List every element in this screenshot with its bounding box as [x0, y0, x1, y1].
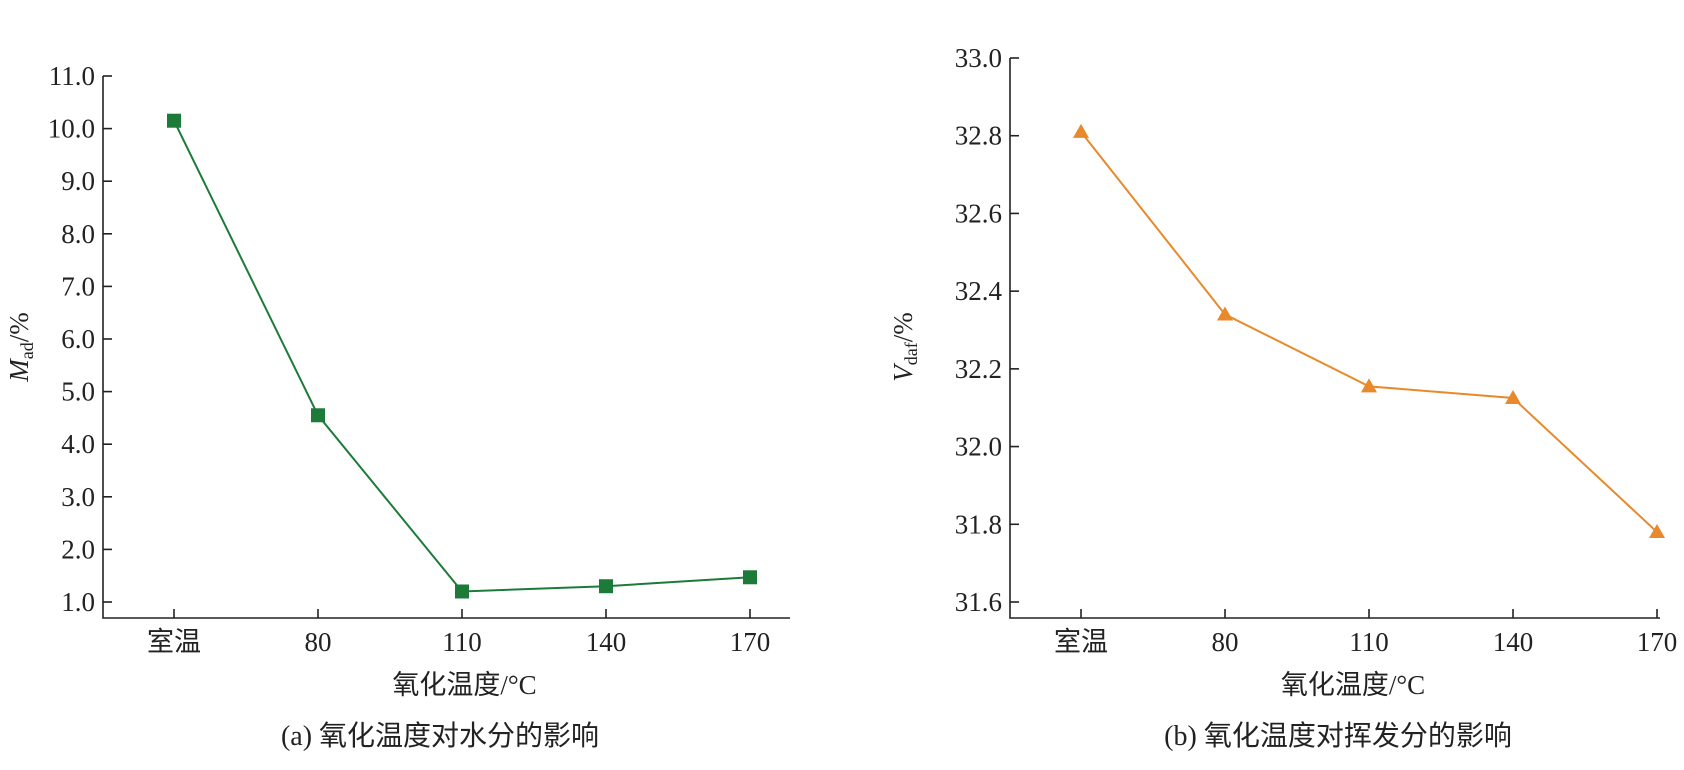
data-point-marker — [1505, 390, 1521, 404]
data-point-marker — [1073, 123, 1089, 138]
y-axis-title-sub: ad — [17, 342, 37, 359]
x-tick-label: 140 — [586, 627, 627, 657]
y-tick-label: 32.4 — [955, 276, 1003, 306]
y-tick-label: 10.0 — [48, 114, 95, 144]
chart-panel-a: 1.0 2.0 3.0 4.0 5.0 6.0 7.0 8.0 9.0 10.0 11.0 室温 80 1… — [4, 61, 790, 752]
x-tick-label: 80 — [1212, 627, 1239, 657]
x-axis-title: 氧化温度/°C — [392, 670, 536, 700]
y-tick-label: 31.8 — [955, 509, 1002, 539]
y-tick-label: 6.0 — [61, 324, 95, 354]
y-tick-label: 32.8 — [955, 121, 1002, 151]
y-tick-label: 32.2 — [955, 354, 1002, 384]
y-axis-title: Vdaf/% — [888, 312, 921, 381]
chart-panel-b: 31.6 31.8 32.0 32.2 32.4 32.6 32.8 33.0 室温 80 110 1… — [888, 43, 1677, 752]
x-tick-label: 80 — [305, 627, 332, 657]
data-point-marker — [1361, 378, 1377, 393]
y-tick-label: 33.0 — [955, 43, 1002, 73]
y-tick-label: 31.6 — [955, 587, 1002, 617]
y-tick-label: 2.0 — [61, 534, 95, 564]
data-point-marker — [455, 584, 469, 599]
series-line-a — [173, 120, 751, 593]
x-tick-label: 110 — [1349, 627, 1389, 657]
axis-lines-b — [1009, 58, 1660, 619]
y-axis-title: Mad/% — [4, 312, 37, 383]
y-axis-title-main: V — [888, 362, 918, 382]
y-tick-label: 9.0 — [61, 166, 95, 196]
x-tick-label: 170 — [1637, 627, 1678, 657]
y-tick-label: 4.0 — [61, 429, 95, 459]
panel-caption: (a) 氧化温度对水分的影响 — [281, 720, 599, 752]
y-tick-label: 32.0 — [955, 432, 1002, 462]
y-axis-title-main: M — [4, 358, 34, 383]
x-tick-label: 110 — [442, 627, 482, 657]
data-point-marker — [311, 408, 325, 423]
data-point-marker — [1649, 524, 1665, 539]
y-tick-label: 8.0 — [61, 219, 95, 249]
x-axis-title: 氧化温度/°C — [1281, 670, 1425, 700]
x-tick-label: 170 — [730, 627, 771, 657]
y-tick-label: 5.0 — [61, 377, 95, 407]
x-tick-label: 室温 — [1054, 627, 1108, 657]
y-tick-label: 7.0 — [61, 271, 95, 301]
data-point-marker — [1217, 306, 1233, 321]
y-tick-label: 11.0 — [49, 61, 95, 91]
y-tick-label: 3.0 — [61, 482, 95, 512]
y-axis-title-sub: daf — [901, 342, 921, 365]
y-axis-title-unit: /% — [4, 312, 34, 342]
y-tick-label: 32.6 — [955, 198, 1002, 228]
panel-caption: (b) 氧化温度对挥发分的影响 — [1164, 720, 1512, 752]
axis-lines-a — [102, 76, 790, 619]
series-line-b — [1080, 131, 1658, 533]
y-tick-label: 1.0 — [61, 587, 95, 617]
data-point-marker — [599, 579, 613, 594]
x-tick-label: 室温 — [147, 627, 201, 657]
x-tick-label: 140 — [1493, 627, 1534, 657]
y-axis-title-unit: /% — [888, 312, 918, 342]
data-point-marker — [743, 570, 757, 585]
data-point-marker — [167, 113, 181, 128]
